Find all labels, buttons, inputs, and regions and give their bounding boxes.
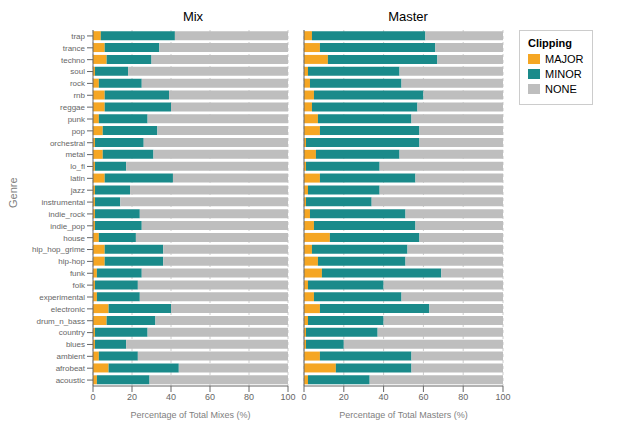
svg-text:acoustic: acoustic [56, 376, 85, 385]
svg-text:hip-hop: hip-hop [58, 257, 85, 266]
svg-text:metal: metal [65, 150, 85, 159]
svg-text:instrumental: instrumental [41, 198, 85, 207]
svg-text:100: 100 [495, 392, 510, 402]
svg-text:blues: blues [66, 340, 85, 349]
svg-text:country: country [59, 328, 85, 337]
svg-text:ambient: ambient [57, 352, 86, 361]
svg-text:folk: folk [73, 281, 86, 290]
svg-text:0: 0 [301, 392, 306, 402]
html-text:Master: Master [388, 9, 428, 24]
svg-text:afrobeat: afrobeat [56, 364, 86, 373]
html-text:MINOR: MINOR [545, 68, 582, 80]
svg-text:20: 20 [127, 392, 137, 402]
svg-text:funk: funk [70, 269, 86, 278]
svg-text:80: 80 [458, 392, 468, 402]
svg-text:techno: techno [61, 56, 86, 65]
svg-text:40: 40 [166, 392, 176, 402]
svg-text:Percentage of Total Mixes (%): Percentage of Total Mixes (%) [131, 410, 251, 420]
svg-text:lo_fi: lo_fi [70, 162, 85, 171]
svg-text:80: 80 [244, 392, 254, 402]
svg-text:40: 40 [379, 392, 389, 402]
svg-text:experimental: experimental [39, 293, 85, 302]
svg-text:drum_n_bass: drum_n_bass [37, 317, 85, 326]
svg-text:pop: pop [72, 127, 86, 136]
svg-text:rock: rock [70, 79, 86, 88]
svg-text:20: 20 [339, 392, 349, 402]
svg-text:punk: punk [68, 115, 86, 124]
svg-text:0: 0 [90, 392, 95, 402]
svg-text:Genre: Genre [8, 177, 19, 208]
svg-text:indie_pop: indie_pop [50, 222, 85, 231]
html-text:NONE: NONE [545, 83, 577, 95]
svg-text:Percentage of Total Masters (%: Percentage of Total Masters (%) [339, 410, 467, 420]
svg-text:indie_rock: indie_rock [49, 210, 86, 219]
svg-text:60: 60 [205, 392, 215, 402]
svg-text:100: 100 [280, 392, 295, 402]
svg-text:60: 60 [418, 392, 428, 402]
svg-text:house: house [63, 234, 85, 243]
html-text:Mix: Mix [182, 9, 204, 24]
svg-text:soul: soul [70, 67, 85, 76]
svg-text:rnb: rnb [73, 91, 85, 100]
svg-text:jazz: jazz [70, 186, 85, 195]
svg-text:hip_hop_grime: hip_hop_grime [32, 245, 85, 254]
svg-text:orchestral: orchestral [50, 139, 85, 148]
html-text:Clipping: Clipping [528, 37, 572, 49]
svg-text:latin: latin [70, 174, 85, 183]
svg-text:trance: trance [63, 44, 86, 53]
svg-text:trap: trap [71, 32, 85, 41]
html-text:MAJOR: MAJOR [545, 53, 584, 65]
svg-text:reggae: reggae [60, 103, 85, 112]
svg-text:electronic: electronic [51, 305, 85, 314]
